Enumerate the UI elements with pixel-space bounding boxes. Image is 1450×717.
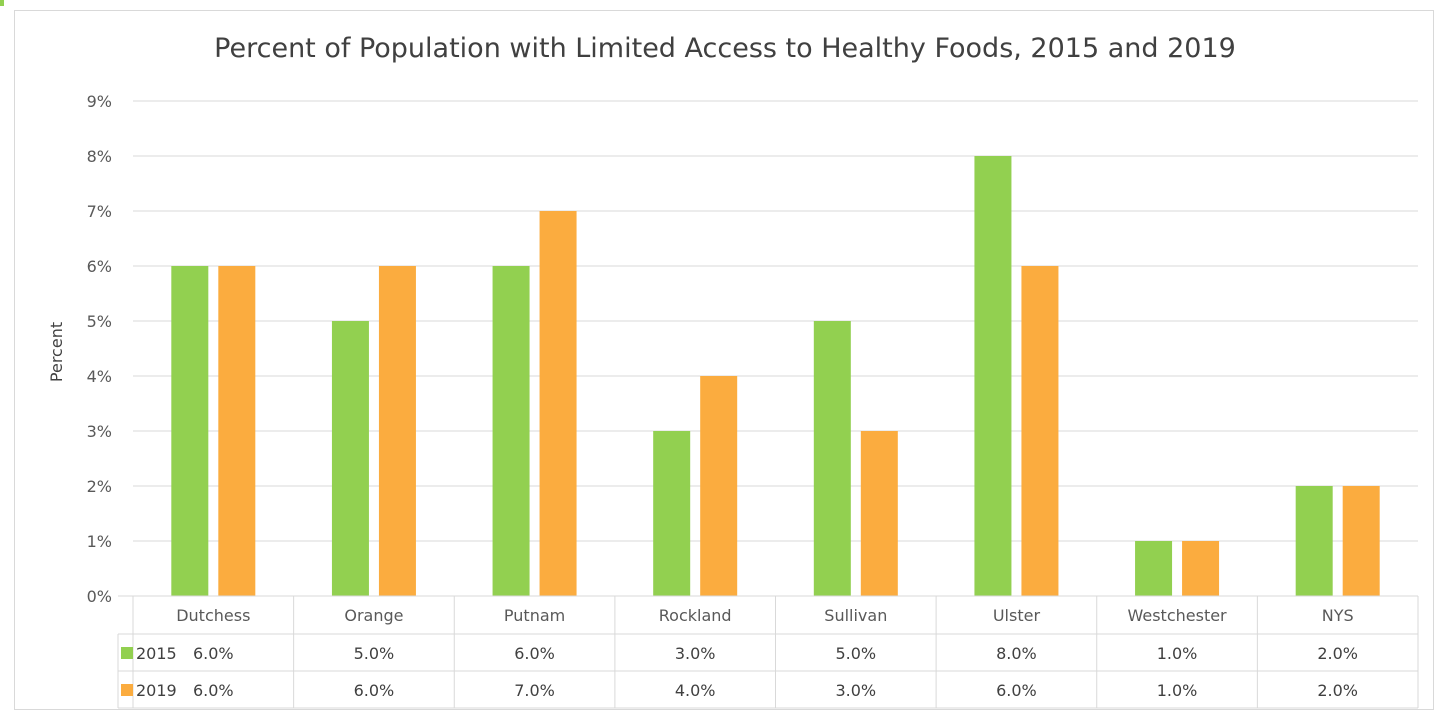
y-tick-label: 9%	[87, 92, 112, 111]
y-tick-label: 8%	[87, 147, 112, 166]
category-label: Dutchess	[176, 606, 250, 625]
bar-2019-putnam	[539, 211, 577, 596]
bar-2019-dutchess	[218, 266, 256, 596]
y-tick-label: 5%	[87, 312, 112, 331]
bar-2015-sullivan	[813, 321, 851, 596]
y-tick-label: 1%	[87, 532, 112, 551]
legend-swatch-2015	[121, 647, 133, 659]
category-label: Sullivan	[824, 606, 887, 625]
legend-swatch-2019	[121, 684, 133, 696]
data-label: 6.0%	[193, 644, 234, 663]
bar-2015-westchester	[1135, 541, 1173, 596]
y-axis-label: Percent	[47, 322, 66, 382]
bar-2015-ulster	[974, 156, 1012, 596]
y-tick-label: 7%	[87, 202, 112, 221]
data-label: 6.0%	[193, 681, 234, 700]
legend-label: 2015	[136, 644, 177, 663]
y-tick-label: 3%	[87, 422, 112, 441]
data-label: 7.0%	[514, 681, 555, 700]
category-label: Rockland	[659, 606, 732, 625]
chart-title: Percent of Population with Limited Acces…	[214, 33, 1236, 64]
bar-2015-nys	[1295, 486, 1333, 596]
y-axis-ticks: 0% 1% 2% 3% 4% 5% 6% 7% 8% 9%	[87, 92, 112, 606]
data-label: 2.0%	[1317, 681, 1358, 700]
y-tick-label: 4%	[87, 367, 112, 386]
category-label: Orange	[344, 606, 403, 625]
data-label: 3.0%	[835, 681, 876, 700]
bars	[171, 156, 1380, 596]
category-label: Ulster	[993, 606, 1041, 625]
data-label: 6.0%	[514, 644, 555, 663]
corner-accent	[0, 0, 4, 6]
data-label: 5.0%	[354, 644, 395, 663]
y-tick-label: 2%	[87, 477, 112, 496]
data-label: 2.0%	[1317, 644, 1358, 663]
bar-2019-orange	[378, 266, 416, 596]
y-tick-label: 6%	[87, 257, 112, 276]
data-label: 3.0%	[675, 644, 716, 663]
legend-label: 2019	[136, 681, 177, 700]
bar-2019-sullivan	[860, 431, 898, 596]
bar-2015-dutchess	[171, 266, 209, 596]
data-label: 1.0%	[1157, 644, 1198, 663]
data-label: 6.0%	[996, 681, 1037, 700]
data-label: 8.0%	[996, 644, 1037, 663]
bar-2019-rockland	[700, 376, 738, 596]
y-tick-label: 0%	[87, 587, 112, 606]
bar-2019-westchester	[1182, 541, 1220, 596]
bar-2015-putnam	[492, 266, 530, 596]
category-label: Westchester	[1127, 606, 1227, 625]
category-label: Putnam	[504, 606, 565, 625]
data-label: 4.0%	[675, 681, 716, 700]
data-label: 6.0%	[354, 681, 395, 700]
bar-2019-ulster	[1021, 266, 1059, 596]
bar-2015-rockland	[653, 431, 691, 596]
gridlines	[133, 100, 1418, 597]
data-label: 1.0%	[1157, 681, 1198, 700]
bar-2019-nys	[1342, 486, 1380, 596]
data-table: Dutchess Orange Putnam Rockland Sullivan Ulst…	[117, 595, 1419, 709]
category-label: NYS	[1322, 606, 1354, 625]
bar-2015-orange	[331, 321, 369, 596]
data-label: 5.0%	[835, 644, 876, 663]
